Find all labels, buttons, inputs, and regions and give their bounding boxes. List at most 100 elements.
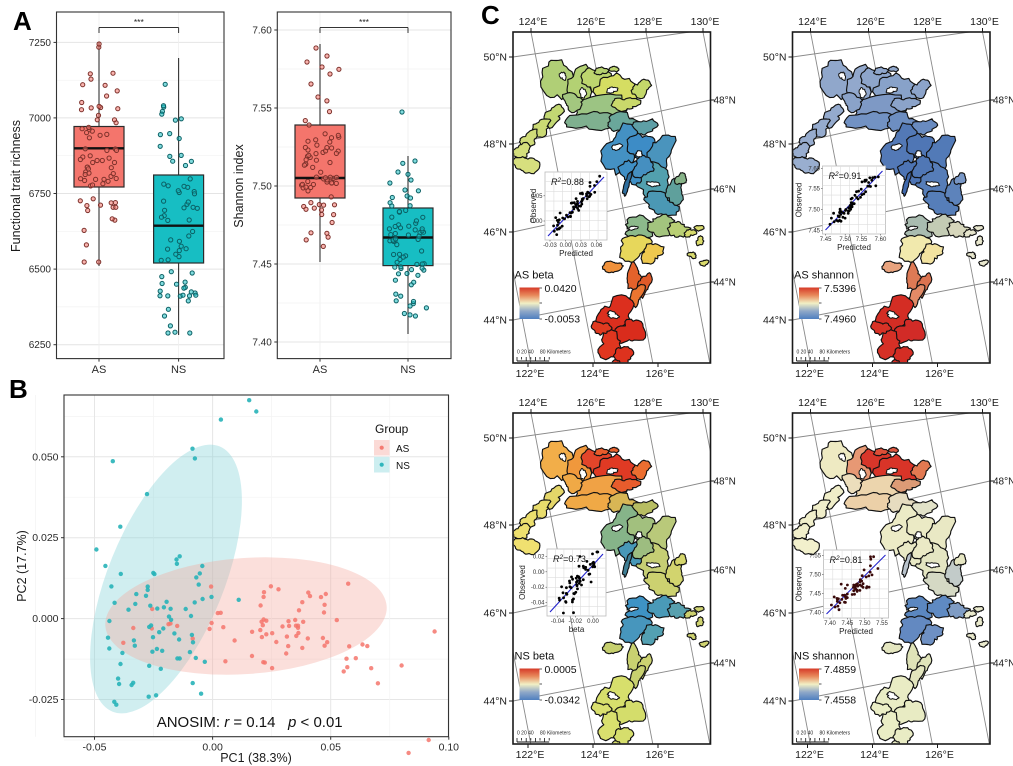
svg-text:7.4859: 7.4859 — [824, 664, 856, 676]
svg-text:0.03: 0.03 — [575, 243, 587, 249]
svg-text:0.0005: 0.0005 — [545, 664, 577, 676]
svg-text:0.02: 0.02 — [533, 554, 545, 560]
svg-text:Predicted: Predicted — [837, 243, 871, 252]
svg-text:NS beta: NS beta — [515, 651, 556, 663]
svg-text:7.55: 7.55 — [876, 621, 888, 627]
svg-text:-0.0053: -0.0053 — [545, 314, 581, 326]
svg-text:126°E: 126°E — [856, 16, 885, 28]
svg-text:46°N: 46°N — [763, 608, 786, 620]
svg-text:0.00: 0.00 — [531, 219, 543, 225]
svg-text:Observed: Observed — [795, 183, 804, 218]
svg-text:7.55: 7.55 — [856, 237, 868, 243]
svg-text:126°E: 126°E — [646, 368, 675, 380]
svg-text:80 Kilometers: 80 Kilometers — [540, 350, 571, 356]
svg-text:0.00: 0.00 — [587, 619, 599, 625]
svg-text:130°E: 130°E — [970, 16, 999, 28]
svg-text:ANOSIM: r = 0.14 p < 0.01: ANOSIM: r = 0.14 p < 0.01 — [157, 714, 343, 731]
svg-text:Functional trait richness: Functional trait richness — [9, 120, 23, 252]
svg-text:7.50: 7.50 — [252, 182, 272, 193]
svg-text:46°N: 46°N — [484, 227, 507, 239]
svg-text:-0.025: -0.025 — [29, 694, 59, 706]
svg-text:124°E: 124°E — [860, 368, 889, 380]
svg-text:50°N: 50°N — [763, 52, 786, 64]
svg-text:-0.04: -0.04 — [551, 619, 565, 625]
svg-text:NS: NS — [396, 461, 410, 472]
svg-text:7.5396: 7.5396 — [824, 283, 856, 295]
svg-text:AS: AS — [313, 364, 328, 376]
svg-text:7.60: 7.60 — [252, 26, 272, 37]
svg-text:0.00: 0.00 — [202, 742, 223, 754]
svg-text:7.60: 7.60 — [808, 167, 820, 173]
svg-text:122°E: 122°E — [516, 749, 545, 761]
svg-text:R2=0.88: R2=0.88 — [551, 177, 584, 187]
svg-text:C: C — [481, 0, 500, 30]
svg-text:PC2 (17.7%): PC2 (17.7%) — [15, 530, 29, 602]
svg-text:Predicted: Predicted — [559, 249, 593, 258]
svg-text:0 20 40: 0 20 40 — [517, 731, 534, 737]
svg-text:***: *** — [134, 17, 145, 27]
svg-text:50°N: 50°N — [763, 433, 786, 445]
svg-text:44°N: 44°N — [484, 315, 507, 327]
svg-text:0.05: 0.05 — [531, 194, 543, 200]
svg-text:48°N: 48°N — [714, 477, 736, 488]
svg-text:48°N: 48°N — [714, 96, 736, 107]
svg-text:7.45: 7.45 — [808, 229, 820, 235]
svg-text:7.4558: 7.4558 — [824, 695, 856, 707]
svg-text:48°N: 48°N — [993, 96, 1013, 107]
svg-text:126°E: 126°E — [577, 16, 606, 28]
svg-text:R2=0.73: R2=0.73 — [553, 554, 586, 564]
svg-text:46°N: 46°N — [993, 185, 1013, 196]
svg-text:7.55: 7.55 — [252, 104, 272, 115]
svg-text:0.050: 0.050 — [32, 451, 58, 463]
svg-text:80 Kilometers: 80 Kilometers — [540, 731, 571, 737]
svg-text:-0.03: -0.03 — [543, 243, 557, 249]
svg-text:44°N: 44°N — [484, 696, 507, 708]
svg-text:46°N: 46°N — [993, 566, 1013, 577]
svg-text:122°E: 122°E — [795, 749, 824, 761]
svg-text:-0.02: -0.02 — [568, 619, 582, 625]
svg-text:NS: NS — [400, 364, 415, 376]
svg-text:130°E: 130°E — [970, 397, 999, 409]
svg-text:7.40: 7.40 — [809, 611, 821, 617]
svg-text:44°N: 44°N — [763, 315, 786, 327]
svg-text:-0.04: -0.04 — [531, 601, 545, 607]
svg-text:126°E: 126°E — [646, 749, 675, 761]
svg-text:AS: AS — [92, 364, 107, 376]
svg-text:7.55: 7.55 — [809, 553, 821, 559]
svg-text:7.55: 7.55 — [808, 186, 820, 192]
svg-text:***: *** — [359, 17, 370, 27]
svg-text:46°N: 46°N — [714, 566, 736, 577]
svg-text:B: B — [9, 374, 28, 404]
svg-text:128°E: 128°E — [634, 397, 663, 409]
svg-text:A: A — [13, 6, 32, 36]
svg-text:124°E: 124°E — [519, 16, 548, 28]
svg-text:0.00: 0.00 — [533, 570, 545, 576]
svg-text:126°E: 126°E — [925, 368, 954, 380]
svg-text:7250: 7250 — [29, 38, 52, 49]
svg-text:7.45: 7.45 — [252, 260, 272, 271]
svg-text:7.50: 7.50 — [839, 237, 851, 243]
svg-text:7.60: 7.60 — [875, 237, 887, 243]
svg-text:0 20 40: 0 20 40 — [797, 350, 814, 356]
svg-text:122°E: 122°E — [516, 368, 545, 380]
svg-text:80 Kilometers: 80 Kilometers — [820, 350, 851, 356]
svg-text:124°E: 124°E — [581, 749, 610, 761]
svg-text:130°E: 130°E — [691, 397, 720, 409]
svg-text:48°N: 48°N — [484, 520, 507, 532]
svg-text:124°E: 124°E — [798, 397, 827, 409]
svg-text:48°N: 48°N — [763, 520, 786, 532]
svg-text:46°N: 46°N — [763, 227, 786, 239]
svg-text:7.50: 7.50 — [809, 572, 821, 578]
svg-text:48°N: 48°N — [993, 477, 1013, 488]
svg-text:7000: 7000 — [29, 113, 52, 124]
svg-text:AS: AS — [396, 444, 410, 455]
svg-text:AS shannon: AS shannon — [794, 270, 854, 282]
svg-text:NS: NS — [171, 364, 186, 376]
svg-text:7.45: 7.45 — [820, 237, 832, 243]
svg-text:50°N: 50°N — [484, 52, 507, 64]
svg-text:7.40: 7.40 — [824, 621, 836, 627]
svg-text:126°E: 126°E — [577, 397, 606, 409]
svg-text:-0.0342: -0.0342 — [545, 695, 581, 707]
svg-text:124°E: 124°E — [860, 749, 889, 761]
svg-text:0.06: 0.06 — [591, 243, 603, 249]
